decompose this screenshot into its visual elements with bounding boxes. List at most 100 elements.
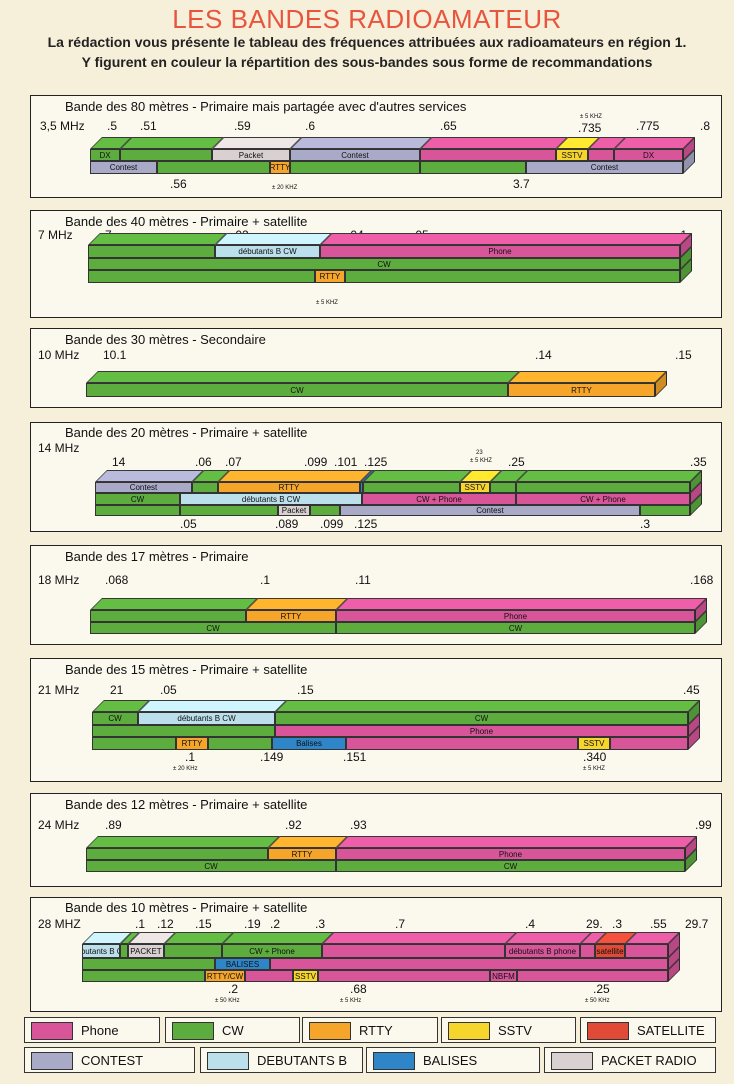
band-segment: Contest [526,161,683,174]
band-segment [88,270,315,283]
frequency-label: .35 [690,455,707,469]
band-segment: SSTV [293,970,318,982]
frequency-label: .101 [334,455,358,469]
frequency-label: .775 [636,119,660,133]
frequency-label: .151 [343,750,367,764]
frequency-label: 21 [110,683,124,697]
band-segment [90,610,246,622]
band-title: Bande des 17 mètres - Primaire [65,549,249,564]
band-segment: DX [614,149,683,161]
frequency-label: .51 [140,119,157,133]
frequency-label: 14 MHz [38,441,80,455]
frequency-label: .5 [107,119,118,133]
frequency-label: .340 [583,750,607,764]
frequency-label: .7 [395,917,406,931]
band-title: Bande des 10 mètres - Primaire + satelli… [65,900,308,915]
band-segment [164,944,222,958]
band-segment [420,149,556,161]
legend-label: Phone [81,1023,119,1038]
frequency-label: 14 [112,455,126,469]
frequency-label: 24 MHz [38,818,80,832]
band-segment [82,958,215,970]
frequency-label: .59 [234,119,251,133]
band-segment: BALISES [215,958,270,970]
band-title: Bande des 80 mètres - Primaire mais part… [65,99,467,114]
legend-swatch [448,1022,490,1040]
band-segment [88,245,215,258]
tolerance-note: ± 50 KHz [585,998,610,1004]
frequency-label: .149 [260,750,284,764]
band-segment [490,482,516,493]
frequency-label: .92 [285,818,302,832]
band-segment: RTTY [218,482,360,493]
legend-label: PACKET RADIO [601,1053,697,1068]
band-segment: Contest [90,161,157,174]
legend-label: CW [222,1023,244,1038]
subtitle-line-2: Y figurent en couleur la répartition des… [81,54,653,70]
frequency-label: .1 [260,573,271,587]
band-segment: CW + Phone [222,944,322,958]
segment-top-face [138,700,287,712]
frequency-label: .2 [270,917,281,931]
band-segment: RTTY/CW [205,970,245,982]
frequency-label: .45 [683,683,700,697]
segment-top-face [516,470,702,482]
frequency-label: .06 [195,455,212,469]
frequency-label: .55 [650,917,667,931]
band-title: Bande des 20 mètres - Primaire + satelli… [65,425,308,440]
legend-swatch [31,1022,73,1040]
band-segment [208,737,272,750]
frequency-label: .19 [244,917,261,931]
band-segment: Packet [278,505,310,516]
band-segment: RTTY [270,161,290,174]
band-segment [86,848,268,860]
tolerance-note: 23 [476,450,483,456]
frequency-label: .4 [525,917,536,931]
legend-item: CW [165,1017,300,1043]
band-segment [517,970,668,982]
frequency-label: .89 [105,818,122,832]
legend-item: Phone [24,1017,160,1043]
frequency-label: 29. [586,917,603,931]
legend-item: SATELLITE [580,1017,716,1043]
legend-swatch [373,1052,415,1070]
segment-top-face [88,233,227,245]
frequency-label: .65 [440,119,457,133]
legend-label: SATELLITE [637,1023,705,1038]
segment-top-face [212,137,302,149]
band-segment: CW [86,860,336,872]
segment-top-face [246,598,348,610]
band-segment [580,944,595,958]
frequency-label: .089 [275,517,299,531]
band-segment [310,505,340,516]
frequency-label: .735 [578,121,602,135]
band-segment [360,482,363,493]
frequency-label: 7 MHz [38,228,73,242]
frequency-label: 21 MHz [38,683,80,697]
frequency-label: .15 [195,917,212,931]
frequency-label: .099 [304,455,328,469]
frequency-label: .2 [228,982,239,996]
band-segment: CW [88,258,680,270]
band-segment: CW [90,622,336,634]
band-segment [625,944,668,958]
band-segment: débutants B CW [215,245,320,258]
segment-top-face [215,233,332,245]
frequency-label: .56 [170,177,187,191]
band-segment [363,482,460,493]
legend-label: CONTEST [81,1053,144,1068]
segment-top-face [336,836,697,848]
frequency-label: 10 MHz [38,348,80,362]
band-title: Bande des 12 mètres - Primaire + satelli… [65,797,308,812]
frequency-label: .99 [695,818,712,832]
band-segment: CW [92,712,138,725]
frequency-label: .15 [297,683,314,697]
segment-top-face [222,932,334,944]
frequency-label: .3 [315,917,326,931]
frequency-label: .8 [700,119,711,133]
band-segment [92,737,176,750]
band-segment [180,505,278,516]
frequency-label: .099 [320,517,344,531]
band-title: Bande des 30 mètres - Secondaire [65,332,266,347]
band-segment: Phone [320,245,680,258]
